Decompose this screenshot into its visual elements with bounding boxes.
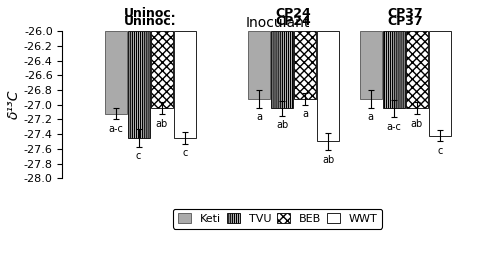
Text: CP24: CP24 [276, 15, 312, 28]
Text: ab: ab [156, 119, 168, 129]
Bar [271, 31, 293, 108]
Text: ab: ab [276, 120, 288, 130]
Text: CP37: CP37 [388, 7, 423, 20]
Bar [406, 31, 428, 108]
Y-axis label: δ¹³C: δ¹³C [7, 90, 21, 119]
Bar [294, 31, 316, 99]
Bar [174, 31, 196, 138]
Legend: Keti, TVU, BEB, WWT: Keti, TVU, BEB, WWT [173, 209, 382, 229]
Bar [248, 31, 270, 99]
Bar [150, 31, 172, 108]
Text: c: c [437, 146, 442, 156]
Bar [360, 31, 382, 99]
Text: a: a [302, 109, 308, 119]
Bar [128, 31, 150, 138]
Text: a: a [256, 112, 262, 122]
Title: Inoculant: Inoculant [246, 16, 310, 30]
Bar [104, 31, 126, 114]
Text: ab: ab [322, 155, 334, 165]
Bar [429, 31, 451, 136]
Text: a-c: a-c [386, 122, 402, 132]
Text: c: c [136, 151, 141, 161]
Text: a-c: a-c [108, 124, 123, 134]
Bar [383, 31, 405, 108]
Text: c: c [182, 148, 188, 158]
Bar [318, 31, 339, 141]
Text: CP37: CP37 [388, 15, 423, 28]
Text: Uninoc.: Uninoc. [124, 15, 176, 28]
Text: CP24: CP24 [276, 7, 312, 20]
Text: a: a [368, 112, 374, 122]
Text: Uninoc.: Uninoc. [124, 7, 176, 20]
Text: ab: ab [410, 119, 423, 129]
